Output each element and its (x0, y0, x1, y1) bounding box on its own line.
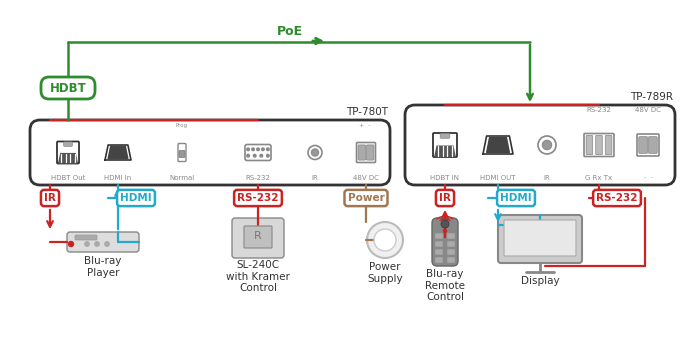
Polygon shape (59, 154, 77, 163)
Text: 48V DC: 48V DC (635, 107, 661, 113)
FancyBboxPatch shape (637, 134, 659, 156)
Text: TP-789R: TP-789R (630, 92, 673, 102)
FancyBboxPatch shape (405, 105, 675, 185)
Text: Power
Supply: Power Supply (368, 262, 402, 284)
FancyBboxPatch shape (447, 241, 455, 247)
Circle shape (443, 229, 447, 233)
Polygon shape (108, 146, 128, 159)
FancyBboxPatch shape (244, 226, 272, 248)
Circle shape (441, 220, 449, 228)
Circle shape (262, 148, 264, 150)
Text: HDMI In: HDMI In (104, 175, 132, 181)
FancyBboxPatch shape (433, 133, 457, 157)
Text: RS-232: RS-232 (596, 193, 638, 203)
Text: RS-232: RS-232 (237, 193, 279, 203)
Text: IR: IR (544, 175, 550, 181)
FancyBboxPatch shape (41, 77, 95, 99)
FancyBboxPatch shape (498, 215, 582, 263)
FancyBboxPatch shape (504, 220, 576, 256)
Circle shape (267, 148, 270, 150)
Circle shape (542, 140, 552, 150)
FancyBboxPatch shape (435, 233, 443, 239)
Text: RS-232: RS-232 (246, 175, 270, 181)
Polygon shape (483, 136, 513, 154)
FancyBboxPatch shape (584, 133, 614, 156)
Circle shape (94, 242, 99, 246)
FancyBboxPatch shape (67, 232, 139, 252)
Text: HDMI: HDMI (120, 193, 152, 203)
FancyBboxPatch shape (440, 133, 450, 138)
Circle shape (260, 154, 262, 157)
FancyBboxPatch shape (447, 233, 455, 239)
FancyBboxPatch shape (606, 135, 612, 155)
Text: HDBT: HDBT (50, 82, 86, 95)
FancyBboxPatch shape (232, 218, 284, 258)
Circle shape (253, 154, 256, 157)
FancyBboxPatch shape (435, 249, 443, 255)
Text: +  -: + - (359, 123, 371, 128)
Text: HDBT Out: HDBT Out (51, 175, 85, 181)
Circle shape (69, 241, 74, 246)
Circle shape (247, 148, 249, 150)
Text: HDMI OUT: HDMI OUT (480, 175, 516, 181)
Text: HDBT IN: HDBT IN (430, 175, 459, 181)
FancyBboxPatch shape (358, 145, 365, 160)
Text: TP-780T: TP-780T (346, 107, 388, 117)
Polygon shape (105, 145, 131, 160)
Text: Prog: Prog (176, 123, 188, 128)
Circle shape (85, 242, 89, 246)
FancyBboxPatch shape (435, 257, 443, 263)
Circle shape (252, 148, 254, 150)
Text: Blu-ray
Player: Blu-ray Player (84, 256, 122, 278)
Circle shape (105, 242, 109, 246)
FancyBboxPatch shape (356, 142, 375, 162)
Circle shape (374, 229, 396, 251)
FancyBboxPatch shape (75, 235, 97, 240)
FancyBboxPatch shape (447, 257, 455, 263)
FancyBboxPatch shape (586, 135, 593, 155)
FancyBboxPatch shape (639, 136, 648, 153)
Text: Power: Power (348, 193, 384, 203)
Text: IR: IR (439, 193, 451, 203)
FancyBboxPatch shape (30, 120, 390, 185)
Text: IR: IR (44, 193, 56, 203)
FancyBboxPatch shape (57, 141, 79, 163)
Circle shape (247, 154, 249, 157)
Circle shape (267, 154, 270, 157)
FancyBboxPatch shape (245, 145, 271, 161)
Polygon shape (435, 146, 455, 156)
FancyBboxPatch shape (447, 249, 455, 255)
Text: R: R (254, 231, 262, 241)
FancyBboxPatch shape (64, 142, 72, 146)
Text: RS-232: RS-232 (587, 107, 611, 113)
Text: PoE: PoE (277, 25, 303, 38)
FancyBboxPatch shape (179, 150, 185, 158)
FancyBboxPatch shape (432, 218, 458, 266)
FancyBboxPatch shape (596, 135, 602, 155)
Text: Normal: Normal (169, 175, 195, 181)
Text: G Rx Tx: G Rx Tx (585, 175, 612, 181)
Text: Blu-ray
Remote
Control: Blu-ray Remote Control (425, 269, 465, 302)
FancyBboxPatch shape (178, 144, 186, 161)
Circle shape (367, 222, 403, 258)
Text: 48V DC: 48V DC (353, 175, 379, 181)
FancyBboxPatch shape (366, 145, 374, 160)
FancyBboxPatch shape (435, 241, 443, 247)
Circle shape (308, 146, 322, 160)
Text: ·  ·: · · (643, 175, 652, 181)
Text: HDMI: HDMI (500, 193, 532, 203)
Text: Display: Display (521, 276, 559, 286)
Circle shape (257, 148, 259, 150)
Circle shape (538, 136, 556, 154)
Text: IR: IR (312, 175, 318, 181)
Circle shape (312, 149, 318, 156)
FancyBboxPatch shape (648, 136, 657, 153)
Polygon shape (486, 138, 510, 153)
Text: SL-240C
with Kramer
Control: SL-240C with Kramer Control (226, 260, 290, 293)
